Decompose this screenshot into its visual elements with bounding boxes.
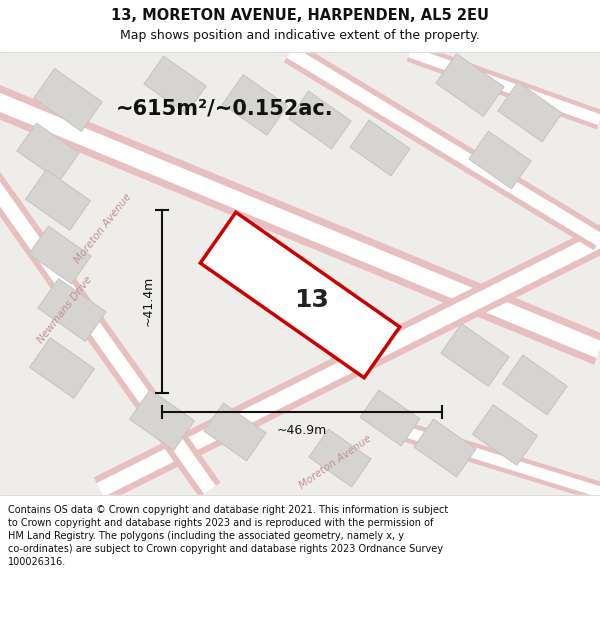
Polygon shape (350, 120, 410, 176)
Polygon shape (17, 123, 79, 181)
Text: ~615m²/~0.152ac.: ~615m²/~0.152ac. (116, 98, 334, 118)
Text: Contains OS data © Crown copyright and database right 2021. This information is : Contains OS data © Crown copyright and d… (8, 505, 448, 515)
Polygon shape (473, 405, 538, 465)
Polygon shape (38, 279, 106, 341)
Polygon shape (26, 170, 91, 230)
Text: Newmans Drive: Newmans Drive (36, 274, 94, 346)
Polygon shape (0, 75, 600, 365)
Polygon shape (498, 82, 562, 142)
Polygon shape (503, 355, 567, 415)
Polygon shape (200, 213, 400, 378)
Polygon shape (0, 82, 600, 358)
Polygon shape (289, 91, 351, 149)
Polygon shape (398, 425, 600, 500)
Polygon shape (0, 176, 216, 494)
Polygon shape (408, 47, 600, 125)
Text: 100026316.: 100026316. (8, 557, 66, 567)
Polygon shape (309, 429, 371, 487)
Polygon shape (441, 324, 509, 386)
Text: Map shows position and indicative extent of the property.: Map shows position and indicative extent… (120, 29, 480, 42)
Text: HM Land Registry. The polygons (including the associated geometry, namely x, y: HM Land Registry. The polygons (includin… (8, 531, 404, 541)
Text: ~46.9m: ~46.9m (277, 424, 327, 436)
Polygon shape (130, 390, 194, 450)
Polygon shape (223, 75, 287, 135)
Text: co-ordinates) are subject to Crown copyright and database rights 2023 Ordnance S: co-ordinates) are subject to Crown copyr… (8, 544, 443, 554)
Text: 13: 13 (295, 288, 329, 312)
Polygon shape (204, 403, 266, 461)
Text: Moreton Avenue: Moreton Avenue (297, 433, 373, 491)
Polygon shape (397, 421, 600, 504)
Polygon shape (29, 226, 91, 284)
Text: ~41.4m: ~41.4m (142, 276, 155, 326)
Polygon shape (0, 173, 221, 498)
Text: Moreton Avenue: Moreton Avenue (73, 191, 133, 265)
Polygon shape (29, 338, 94, 398)
Polygon shape (407, 42, 600, 129)
Polygon shape (360, 390, 420, 446)
Polygon shape (144, 56, 206, 114)
Polygon shape (34, 69, 102, 131)
Text: to Crown copyright and database rights 2023 and is reproduced with the permissio: to Crown copyright and database rights 2… (8, 518, 433, 528)
Polygon shape (284, 42, 600, 250)
Polygon shape (94, 217, 600, 502)
Polygon shape (287, 46, 600, 246)
Polygon shape (469, 131, 531, 189)
Text: 13, MORETON AVENUE, HARPENDEN, AL5 2EU: 13, MORETON AVENUE, HARPENDEN, AL5 2EU (111, 9, 489, 24)
Polygon shape (414, 419, 476, 477)
Polygon shape (436, 54, 504, 116)
Polygon shape (97, 223, 600, 497)
